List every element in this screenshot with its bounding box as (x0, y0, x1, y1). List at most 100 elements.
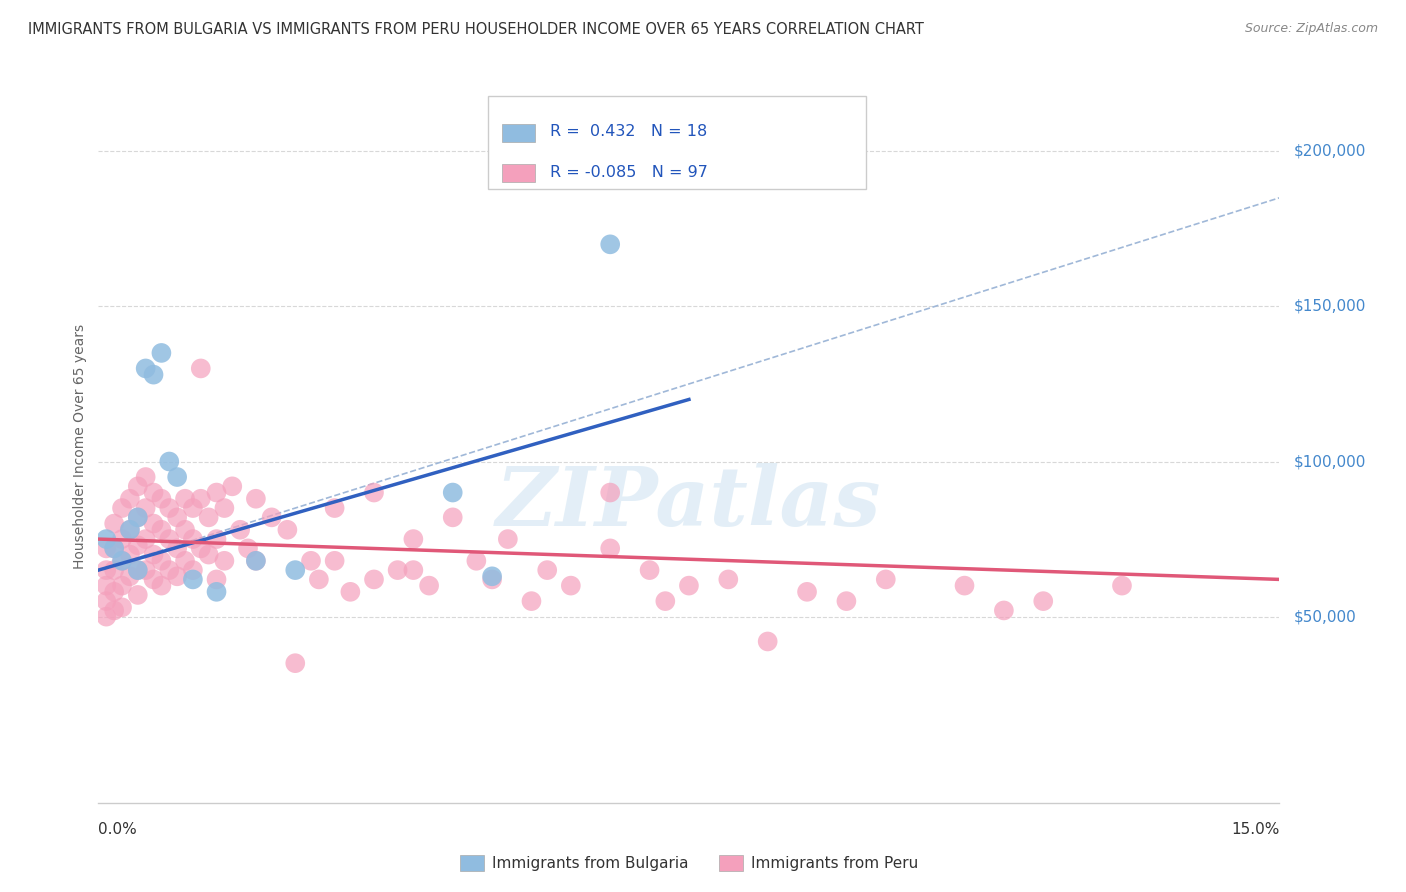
Text: R =  0.432   N = 18: R = 0.432 N = 18 (550, 124, 707, 139)
Point (118, 523, 141, 537)
Bar (502, 164, 536, 182)
Point (96, 594, 118, 608)
Point (245, 554, 267, 568)
Point (402, 532, 425, 546)
Point (835, 594, 858, 608)
Point (441, 510, 464, 524)
Bar (502, 124, 536, 142)
Point (284, 656, 307, 670)
Point (111, 579, 134, 593)
Point (135, 532, 157, 546)
Point (135, 361, 157, 376)
Point (111, 554, 134, 568)
Point (276, 523, 298, 537)
Point (111, 532, 134, 546)
Point (142, 368, 165, 382)
Text: 0.0%: 0.0% (98, 822, 138, 837)
Point (181, 501, 204, 516)
Point (308, 573, 330, 587)
Point (103, 603, 125, 617)
Point (190, 491, 212, 506)
Point (245, 554, 267, 568)
Point (245, 491, 267, 506)
Point (638, 563, 661, 577)
Point (127, 538, 149, 552)
Point (560, 579, 582, 593)
Point (111, 600, 134, 615)
Point (221, 479, 243, 493)
Point (174, 523, 197, 537)
Point (323, 554, 346, 568)
Point (363, 573, 385, 587)
Text: 15.0%: 15.0% (1232, 822, 1279, 837)
Point (993, 603, 1015, 617)
Point (135, 501, 157, 516)
Point (260, 510, 283, 524)
Point (127, 563, 149, 577)
Point (229, 523, 252, 537)
Point (205, 573, 228, 587)
Text: $150,000: $150,000 (1294, 299, 1365, 314)
Point (363, 485, 385, 500)
Point (678, 579, 700, 593)
Legend: Immigrants from Bulgaria, Immigrants from Peru: Immigrants from Bulgaria, Immigrants fro… (454, 849, 924, 877)
Point (481, 573, 503, 587)
Point (103, 541, 125, 556)
Point (284, 563, 307, 577)
Point (157, 532, 180, 546)
Point (402, 563, 425, 577)
Point (1032, 594, 1054, 608)
Point (142, 516, 165, 531)
Point (103, 516, 125, 531)
Point (496, 532, 519, 546)
Point (599, 237, 621, 252)
Point (96, 609, 118, 624)
Point (135, 470, 157, 484)
Point (339, 584, 361, 599)
Text: ZIPatlas: ZIPatlas (496, 463, 882, 543)
Point (127, 510, 149, 524)
Point (150, 491, 173, 506)
Point (111, 554, 134, 568)
Point (118, 569, 141, 583)
Point (465, 554, 488, 568)
Point (166, 470, 188, 484)
Point (717, 573, 740, 587)
Point (190, 541, 212, 556)
Point (157, 454, 180, 468)
Point (441, 485, 464, 500)
Point (197, 510, 219, 524)
Point (118, 548, 141, 562)
Point (236, 541, 259, 556)
Point (205, 532, 228, 546)
Point (127, 588, 149, 602)
Point (174, 491, 197, 506)
Point (174, 554, 197, 568)
Text: IMMIGRANTS FROM BULGARIA VS IMMIGRANTS FROM PERU HOUSEHOLDER INCOME OVER 65 YEAR: IMMIGRANTS FROM BULGARIA VS IMMIGRANTS F… (28, 22, 924, 37)
Point (181, 573, 204, 587)
Point (166, 569, 188, 583)
Point (150, 579, 173, 593)
Point (214, 554, 236, 568)
Point (111, 501, 134, 516)
Point (118, 523, 141, 537)
Point (387, 563, 409, 577)
Point (166, 510, 188, 524)
Point (481, 569, 503, 583)
Point (103, 541, 125, 556)
Point (96, 532, 118, 546)
Point (157, 563, 180, 577)
Point (150, 554, 173, 568)
Point (181, 563, 204, 577)
Text: Source: ZipAtlas.com: Source: ZipAtlas.com (1244, 22, 1378, 36)
Point (157, 501, 180, 516)
Point (96, 541, 118, 556)
Point (190, 361, 212, 376)
Point (142, 485, 165, 500)
Point (214, 501, 236, 516)
Point (166, 541, 188, 556)
Point (197, 548, 219, 562)
Point (205, 584, 228, 599)
Point (150, 346, 173, 360)
Point (599, 485, 621, 500)
